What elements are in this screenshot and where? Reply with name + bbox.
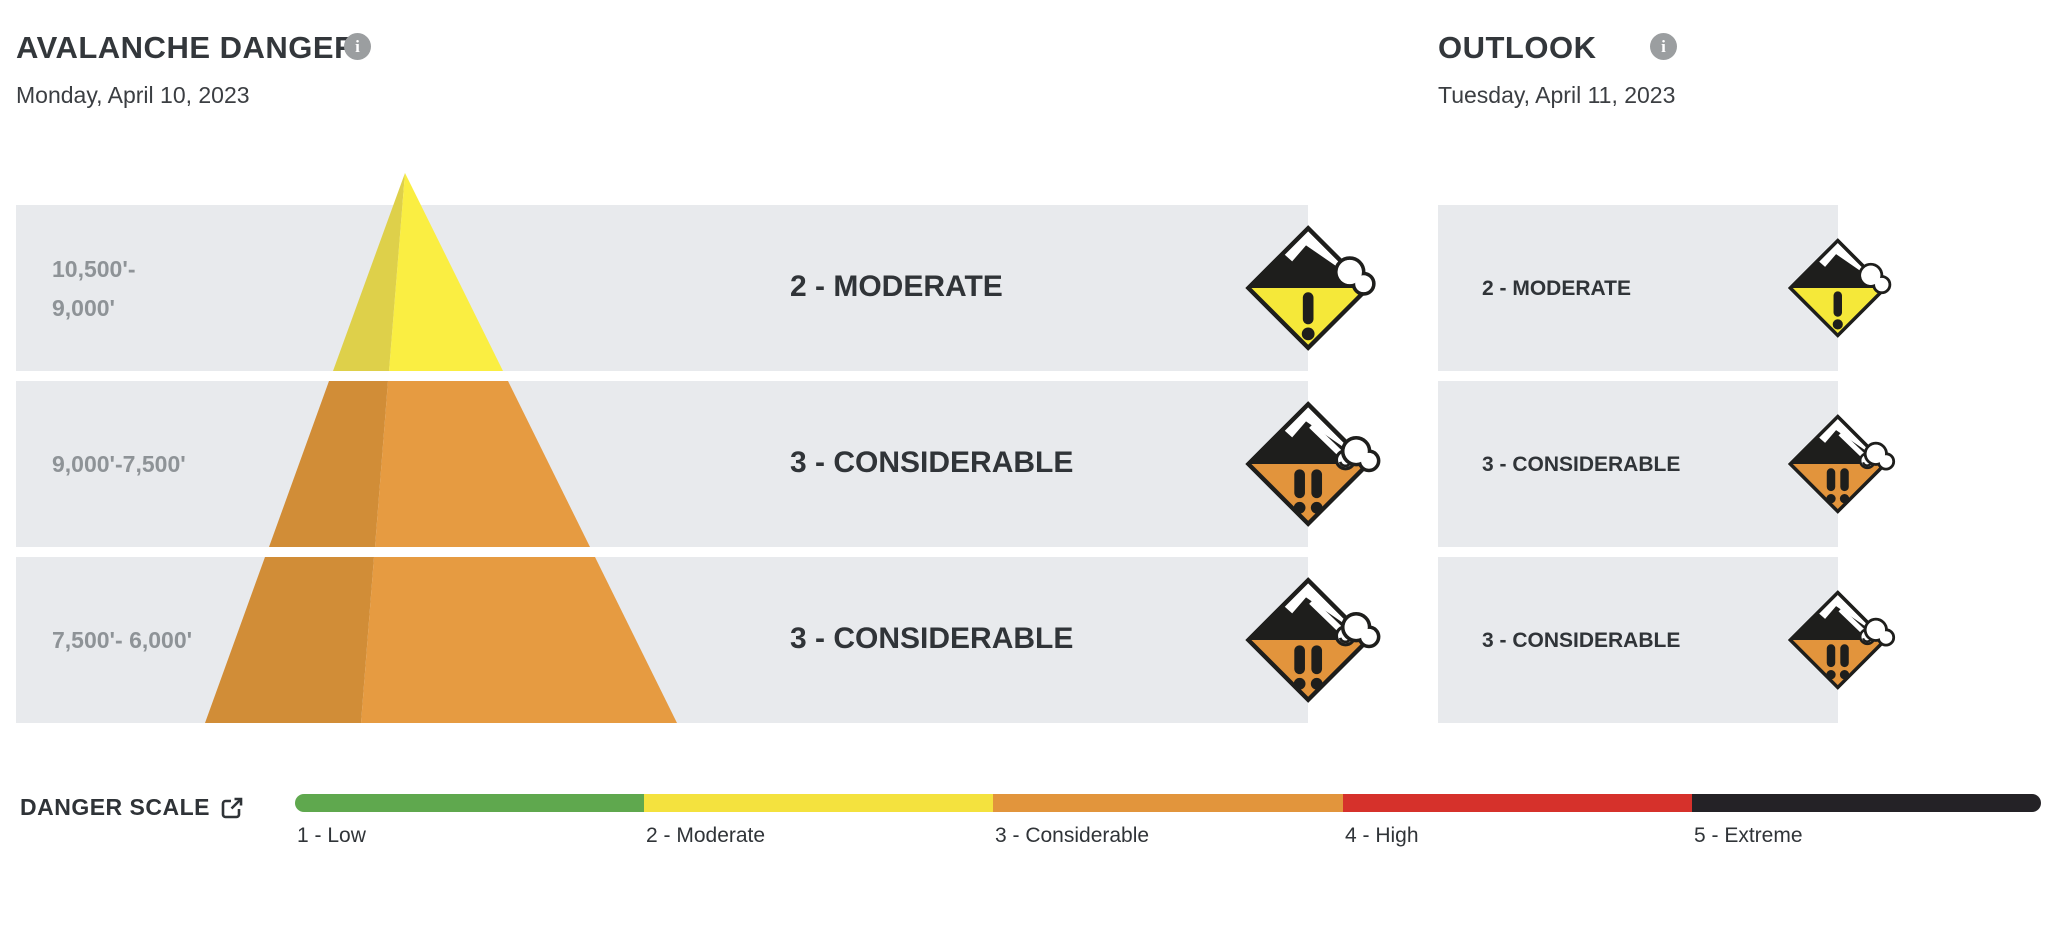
outlook-title: OUTLOOK	[1438, 30, 1597, 65]
considerable-danger-icon	[1787, 413, 1897, 515]
info-icon: i	[355, 37, 360, 56]
current-info-button[interactable]: i	[344, 33, 371, 60]
moderate-danger-icon	[1244, 224, 1383, 352]
considerable-danger-icon	[1244, 576, 1383, 704]
current-danger-rating-upper: 2 - MODERATE	[790, 270, 1003, 303]
elevation-label-upper: 10,500'- 9,000'	[52, 256, 136, 321]
external-link-icon	[221, 797, 243, 818]
current-band-upper	[16, 205, 1308, 371]
scale-tick-high: 4 - High	[1345, 824, 1419, 847]
outlook-danger-rating-upper: 2 - MODERATE	[1482, 277, 1631, 300]
outlook-band-lower	[1438, 557, 1838, 723]
moderate-danger-icon	[1787, 237, 1897, 339]
scale-segment-moderate	[644, 794, 994, 812]
considerable-danger-icon	[1787, 589, 1897, 691]
elevation-label-lower: 7,500'- 6,000'	[52, 627, 193, 653]
danger-scale-label: DANGER SCALE	[20, 794, 211, 820]
outlook-forecast-date: Tuesday, April 11, 2023	[1438, 82, 1676, 108]
scale-tick-low: 1 - Low	[297, 824, 366, 847]
outlook-info-button[interactable]: i	[1650, 33, 1677, 60]
danger-scale-link[interactable]: DANGER SCALE	[20, 794, 244, 821]
current-band-mid	[16, 381, 1308, 547]
outlook-danger-rating-lower: 3 - CONSIDERABLE	[1482, 629, 1681, 652]
outlook-band-upper	[1438, 205, 1838, 371]
info-icon: i	[1661, 37, 1666, 56]
scale-tick-moderate: 2 - Moderate	[646, 824, 766, 847]
current-danger-rating-lower: 3 - CONSIDERABLE	[790, 622, 1074, 655]
scale-segment-considerable	[993, 794, 1343, 812]
scale-segment-low	[295, 794, 645, 812]
elevation-label-mid: 9,000'-7,500'	[52, 451, 186, 477]
scale-tick-considerable: 3 - Considerable	[995, 824, 1150, 847]
outlook-danger-rating-mid: 3 - CONSIDERABLE	[1482, 453, 1681, 476]
scale-tick-extreme: 5 - Extreme	[1694, 824, 1803, 847]
danger-scale-bar	[295, 794, 2041, 812]
outlook-band-mid	[1438, 381, 1838, 547]
scale-segment-extreme	[1691, 794, 2041, 812]
current-forecast-title: AVALANCHE DANGER	[16, 30, 357, 65]
scale-segment-high	[1342, 794, 1692, 812]
current-danger-rating-mid: 3 - CONSIDERABLE	[790, 446, 1074, 479]
considerable-danger-icon	[1244, 400, 1383, 528]
current-forecast-date: Monday, April 10, 2023	[16, 82, 250, 108]
current-band-lower	[16, 557, 1308, 723]
